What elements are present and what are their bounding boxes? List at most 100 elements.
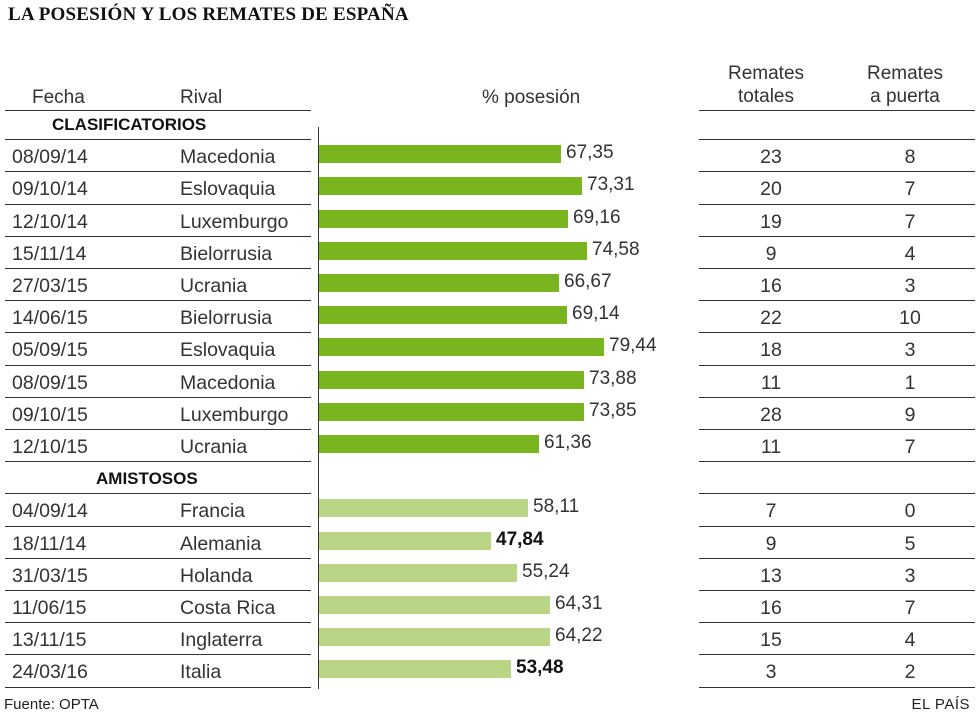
cell-remates-totales: 20: [760, 178, 782, 200]
cell-remates-puerta: 7: [904, 597, 916, 619]
header-rule-left: [5, 110, 311, 111]
header-remates-puerta-line2: a puerta: [870, 86, 940, 107]
possession-bar: [319, 532, 491, 550]
header-remates-totales: Remates totales: [706, 62, 826, 108]
cell-remates-totales: 19: [760, 211, 782, 233]
possession-value-label: 58,11: [533, 496, 580, 517]
row-rule-right: [699, 332, 975, 333]
row-rule-right: [699, 365, 975, 366]
cell-fecha: 13/11/15: [12, 629, 87, 651]
possession-value-label: 64,22: [555, 625, 603, 646]
section-rule-left: [5, 139, 311, 140]
possession-value-label: 73,31: [587, 174, 635, 195]
row-rule-left: [5, 236, 311, 237]
brand-credit: EL PAÍS: [911, 696, 970, 713]
cell-fecha: 24/03/16: [12, 661, 88, 683]
row-rule-left: [5, 526, 311, 527]
cell-remates-puerta: 7: [904, 178, 916, 200]
row-rule-right: [699, 429, 975, 430]
cell-remates-totales: 23: [760, 146, 782, 168]
possession-bar: [319, 177, 582, 195]
row-rule-left: [5, 687, 311, 688]
row-rule-left: [5, 622, 311, 623]
possession-bar: [319, 306, 567, 324]
cell-fecha: 27/03/15: [12, 275, 88, 297]
cell-rival: Costa Rica: [180, 597, 276, 619]
cell-remates-totales: 9: [765, 533, 777, 555]
cell-remates-totales: 16: [760, 597, 782, 619]
row-rule-right: [699, 204, 975, 205]
cell-fecha: 31/03/15: [12, 565, 88, 587]
cell-remates-totales: 28: [760, 404, 782, 426]
cell-remates-puerta: 2: [904, 661, 916, 683]
possession-value-label: 47,84: [496, 529, 544, 550]
cell-rival: Alemania: [180, 533, 262, 555]
cell-fecha: 18/11/14: [12, 533, 87, 555]
chart-title: LA POSESIÓN Y LOS REMATES DE ESPAÑA: [8, 4, 409, 25]
cell-remates-totales: 9: [765, 243, 777, 265]
row-rule-left: [5, 204, 311, 205]
possession-value-label: 64,31: [555, 593, 603, 614]
cell-remates-puerta: 10: [899, 307, 921, 329]
cell-remates-puerta: 3: [904, 565, 916, 587]
cell-rival: Bielorrusia: [180, 243, 273, 265]
cell-remates-totales: 7: [765, 500, 777, 522]
section-label: AMISTOSOS: [96, 469, 198, 488]
possession-bar: [319, 338, 604, 356]
cell-remates-puerta: 8: [904, 146, 916, 168]
possession-value-label: 53,48: [516, 657, 564, 678]
cell-rival: Macedonia: [180, 146, 276, 168]
cell-remates-puerta: 3: [904, 275, 916, 297]
row-rule-right: [699, 526, 975, 527]
source-note: Fuente: OPTA: [4, 696, 99, 713]
cell-remates-totales: 15: [760, 629, 782, 651]
row-rule-right: [699, 687, 975, 688]
cell-fecha: 09/10/14: [12, 178, 88, 200]
row-rule-left: [5, 365, 311, 366]
cell-fecha: 05/09/15: [12, 339, 88, 361]
cell-rival: Inglaterra: [180, 629, 263, 651]
header-posesion: % posesión: [482, 87, 581, 108]
possession-value-label: 66,67: [564, 271, 612, 292]
cell-remates-puerta: 7: [904, 436, 916, 458]
cell-remates-totales: 16: [760, 275, 782, 297]
possession-value-label: 73,85: [589, 400, 637, 421]
row-rule-left: [5, 590, 311, 591]
cell-rival: Macedonia: [180, 372, 276, 394]
cell-remates-puerta: 1: [904, 372, 916, 394]
row-rule-left: [5, 268, 311, 269]
possession-bar: [319, 628, 550, 646]
section-rule-right: [699, 139, 975, 140]
row-rule-right: [699, 558, 975, 559]
row-rule-left: [5, 397, 311, 398]
cell-remates-totales: 22: [760, 307, 782, 329]
possession-bar: [319, 274, 559, 292]
cell-remates-totales: 11: [760, 372, 782, 394]
possession-value-label: 74,58: [592, 239, 640, 260]
possession-bar: [319, 564, 517, 582]
header-rival: Rival: [180, 87, 223, 108]
cell-fecha: 04/09/14: [12, 500, 88, 522]
bar-axis: [318, 127, 319, 689]
possession-value-label: 79,44: [609, 335, 657, 356]
possession-bar: [319, 499, 528, 517]
possession-bar: [319, 145, 561, 163]
cell-fecha: 12/10/14: [12, 211, 88, 233]
header-remates-puerta-line1: Remates: [866, 63, 944, 84]
row-rule-right: [699, 654, 975, 655]
section-rule-left: [5, 493, 311, 494]
possession-bar: [319, 403, 584, 421]
possession-bar: [319, 435, 539, 453]
row-rule-left: [5, 461, 311, 462]
possession-bar: [319, 210, 568, 228]
row-rule-left: [5, 171, 311, 172]
cell-fecha: 14/06/15: [12, 307, 88, 329]
possession-bar: [319, 371, 584, 389]
row-rule-left: [5, 654, 311, 655]
cell-fecha: 08/09/14: [12, 146, 88, 168]
cell-remates-puerta: 4: [904, 629, 916, 651]
possession-value-label: 67,35: [566, 142, 614, 163]
cell-fecha: 11/06/15: [12, 597, 87, 619]
row-rule-left: [5, 558, 311, 559]
header-remates-puerta: Remates a puerta: [845, 62, 965, 108]
